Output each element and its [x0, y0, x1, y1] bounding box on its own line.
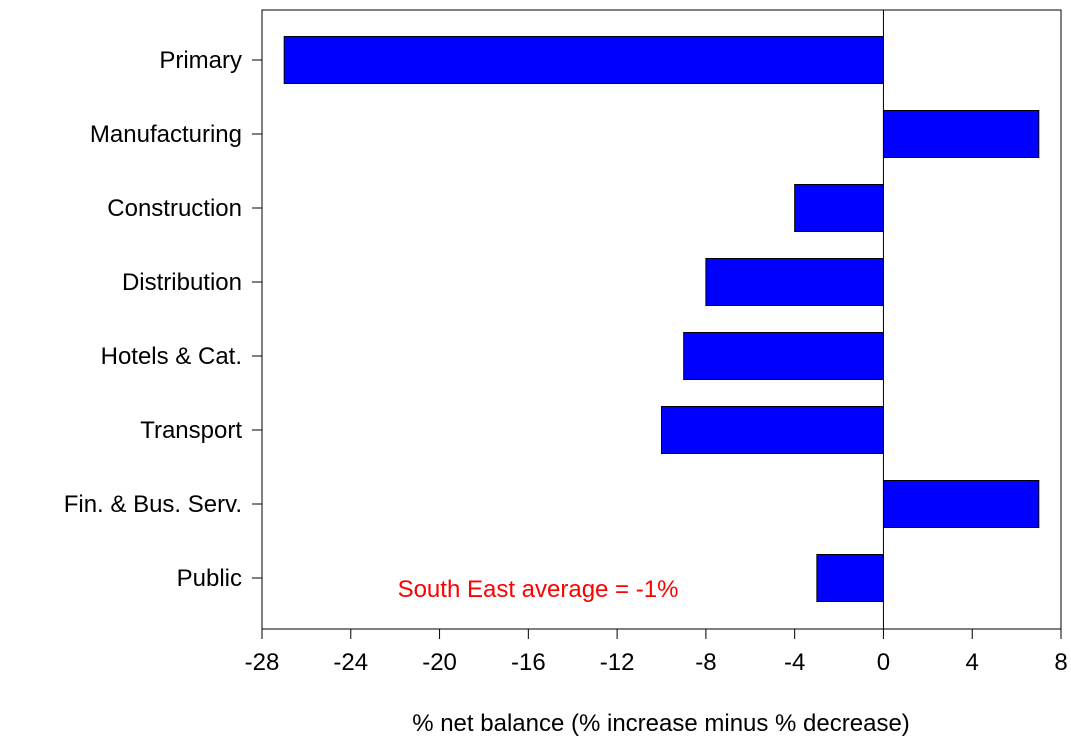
x-tick-label: -12 — [600, 649, 635, 676]
x-axis-title: % net balance (% increase minus % decrea… — [412, 710, 910, 737]
x-tick-label: -4 — [784, 649, 805, 676]
x-tick-label: -16 — [511, 649, 546, 676]
y-tick-label: Manufacturing — [90, 121, 242, 148]
x-tick-label: 0 — [877, 649, 890, 676]
bar-7 — [882, 480, 1040, 528]
bar-1 — [283, 36, 884, 84]
plot-frame — [261, 9, 1062, 630]
y-tick-label: Primary — [159, 47, 242, 74]
annotation-average: South East average = -1% — [398, 576, 679, 603]
x-tick-label: 8 — [1054, 649, 1067, 676]
bar-5 — [683, 332, 884, 380]
bar-8 — [816, 554, 884, 602]
y-tick-label: Hotels & Cat. — [101, 343, 242, 370]
y-tick-label: Public — [177, 565, 242, 592]
x-tick-label: -24 — [333, 649, 368, 676]
y-tick-label: Construction — [107, 195, 242, 222]
x-axis: -28 -24 -20 -16 -12 -8 -4 0 4 8 — [245, 629, 1068, 676]
bar-3 — [794, 184, 884, 232]
bars — [283, 36, 1040, 602]
bar-6 — [661, 406, 884, 454]
x-tick-label: -20 — [422, 649, 457, 676]
y-tick-label: Transport — [140, 417, 242, 444]
x-tick-label: -28 — [245, 649, 280, 676]
x-tick-label: 4 — [966, 649, 979, 676]
y-tick-label: Distribution — [122, 269, 242, 296]
bar-4 — [705, 258, 884, 306]
y-tick-label: Fin. & Bus. Serv. — [64, 491, 242, 518]
bar-2 — [882, 110, 1040, 158]
y-axis: Primary Manufacturing Construction Distribu… — [64, 47, 262, 592]
x-tick-label: -8 — [695, 649, 716, 676]
